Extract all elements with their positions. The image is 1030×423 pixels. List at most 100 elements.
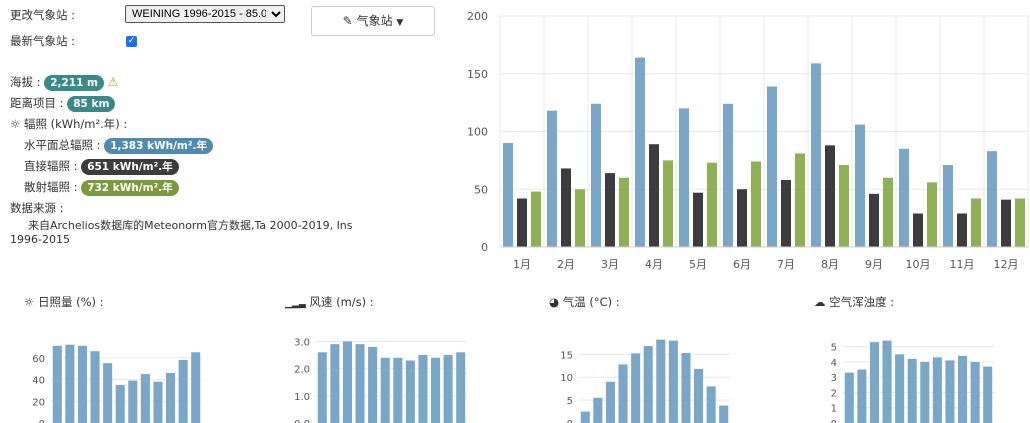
bar — [103, 363, 113, 423]
sunshine-title-row: ☼ 日照量 (%) : — [24, 294, 104, 310]
bar — [503, 143, 513, 247]
bar — [393, 357, 403, 423]
bar — [547, 110, 557, 248]
diffuse-badge: 732 kWh/m².年 — [81, 180, 179, 196]
bar — [668, 340, 678, 423]
bar — [561, 168, 571, 247]
gauge-icon: ◕ — [549, 295, 560, 309]
latest-station-checkbox[interactable]: ✓ — [126, 36, 137, 47]
cloud-icon: ☁ — [814, 295, 826, 309]
bar — [707, 162, 717, 247]
bar — [178, 359, 188, 423]
station-select[interactable]: WEINING 1996-2015 - 85.0 — [125, 5, 285, 23]
warning-icon: ⚠ — [107, 75, 119, 89]
y-tick-label: 0.0 — [294, 419, 310, 423]
global-label: 水平面总辐照 : — [24, 138, 101, 152]
x-tick-label: 9月 — [865, 258, 883, 271]
bar — [737, 189, 747, 247]
sunshine-chart: 0 20 40 60 — [32, 344, 202, 423]
bar — [575, 189, 585, 247]
bar — [751, 161, 761, 247]
bar — [128, 380, 138, 423]
wind-title-row: ▁▂▃ 风速 (m/s) : — [285, 294, 374, 310]
y-tick-label: 2 — [831, 388, 837, 399]
bar — [580, 411, 590, 423]
bar — [987, 151, 997, 247]
bar — [857, 369, 867, 423]
y-tick-label: 0 — [39, 419, 45, 423]
y-tick-label: 40 — [32, 376, 45, 387]
x-tick-label: 5月 — [689, 258, 707, 271]
bar — [970, 361, 980, 423]
y-tick-label: 0 — [831, 419, 837, 423]
x-tick-label: 6月 — [733, 258, 751, 271]
bar — [317, 352, 327, 423]
y-tick-label: 1.0 — [294, 392, 310, 403]
bar — [899, 148, 909, 247]
bar — [693, 192, 703, 247]
bar — [907, 358, 917, 423]
bar — [443, 355, 453, 423]
source-line-1: 来自Archelios数据库的Meteonorm官方数据,Ta 2000-201… — [28, 219, 353, 232]
altitude-row: 海拔 : 2,211 m ⚠ — [10, 74, 118, 91]
bar — [456, 352, 466, 423]
bar — [983, 366, 993, 423]
bar — [635, 57, 645, 247]
bar — [957, 213, 967, 247]
source-label: 数据来源 : — [10, 201, 64, 215]
bar — [920, 361, 930, 423]
y-tick-label: 5 — [567, 396, 573, 407]
bar — [656, 339, 666, 423]
wind-title: 风速 (m/s) : — [309, 295, 374, 309]
bar — [166, 372, 176, 423]
bar — [869, 342, 879, 423]
bar — [839, 164, 849, 247]
change-station-label: 更改气象站 : — [10, 8, 76, 22]
signal-icon: ▁▂▃ — [285, 299, 306, 309]
bar — [531, 191, 541, 247]
bar — [781, 180, 791, 247]
y-tick-label: 4 — [831, 358, 837, 369]
latest-station-label: 最新气象站 : — [10, 34, 76, 48]
bar — [932, 357, 942, 423]
irradiation-label: 辐照 (kWh/m².年) : — [23, 117, 128, 131]
distance-label: 距离项目 : — [10, 96, 64, 110]
x-tick-label: 10月 — [906, 258, 931, 271]
irradiation-row: ☼ 辐照 (kWh/m².年) : — [10, 116, 127, 132]
bar — [649, 144, 659, 247]
bar — [767, 86, 777, 247]
bar — [593, 397, 603, 423]
y-tick-label: 100 — [467, 126, 488, 139]
x-tick-label: 12月 — [994, 258, 1019, 271]
sunshine-title: 日照量 (%) : — [37, 295, 104, 309]
y-tick-label: 0 — [481, 241, 488, 254]
bar — [719, 405, 729, 423]
bar — [913, 213, 923, 247]
x-tick-label: 3月 — [601, 258, 619, 271]
x-tick-label: 1月 — [513, 258, 531, 271]
x-tick-label: 4月 — [645, 258, 663, 271]
y-tick-label: 150 — [467, 68, 488, 81]
y-tick-label: 3 — [831, 373, 837, 384]
y-tick-label: 2.0 — [294, 365, 310, 376]
station-button[interactable]: ✎ 气象站 ▼ — [311, 6, 435, 36]
bar — [591, 103, 601, 247]
bar — [517, 198, 527, 247]
bar — [811, 63, 821, 248]
x-tick-label: 11月 — [950, 258, 975, 271]
global-row: 水平面总辐照 : 1,383 kWh/m².年 — [24, 137, 213, 154]
bar — [958, 355, 968, 423]
bar — [77, 345, 87, 423]
y-tick-label: 0 — [567, 419, 573, 423]
direct-badge: 651 kWh/m².年 — [81, 159, 179, 175]
bar — [191, 352, 201, 423]
x-tick-label: 2月 — [557, 258, 575, 271]
bar — [945, 360, 955, 423]
bar — [368, 346, 378, 423]
temperature-title: 气温 (°C) : — [562, 295, 620, 309]
turbidity-title: 空气浑浊度 : — [829, 295, 895, 309]
sun-icon: ☼ — [24, 295, 35, 309]
y-tick-label: 1 — [831, 404, 837, 415]
direct-row: 直接辐照 : 651 kWh/m².年 — [24, 158, 179, 175]
bar — [869, 193, 879, 247]
